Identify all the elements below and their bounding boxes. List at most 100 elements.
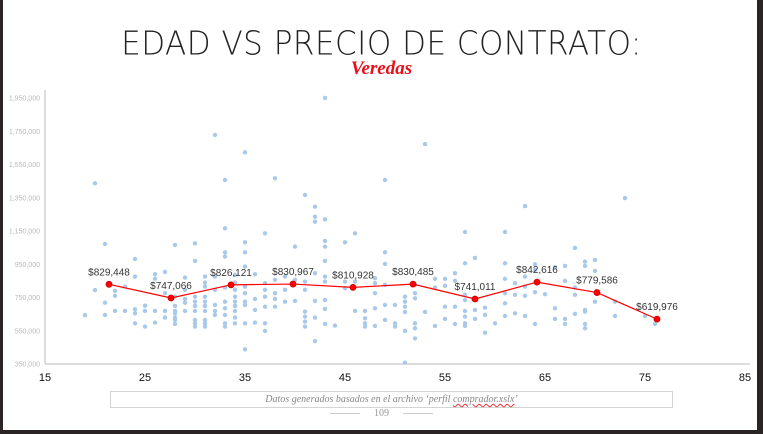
scatter-point	[132, 311, 138, 316]
scatter-point	[362, 308, 368, 314]
scatter-point	[402, 360, 408, 365]
data-label: $779,586	[576, 276, 618, 287]
scatter-point	[202, 321, 208, 326]
y-tick-label: 1,950,000	[9, 96, 40, 103]
caption-suffix: ’	[514, 394, 518, 405]
y-tick-label: 1,750,000	[9, 129, 40, 136]
chart-title: EDAD VS PRECIO DE CONTRATO:	[0, 25, 763, 63]
scatter-point	[242, 250, 248, 255]
scatter-point	[472, 255, 478, 261]
data-label: $829,448	[88, 267, 130, 278]
data-label: $830,967	[272, 267, 314, 278]
scatter-point	[192, 241, 198, 246]
scatter-point	[462, 297, 468, 303]
window-border-right	[757, 0, 763, 434]
scatter-point	[242, 302, 248, 308]
scatter-point	[152, 272, 158, 277]
scatter-point	[512, 281, 518, 286]
average-point	[593, 289, 601, 296]
scatter-point	[202, 299, 208, 304]
scatter-point	[242, 290, 248, 296]
scatter-point	[292, 298, 298, 304]
scatter-point	[232, 321, 238, 326]
caption-filename: comprador.xslx	[452, 394, 515, 405]
scatter-point	[182, 300, 188, 305]
scatter-point	[82, 312, 88, 318]
scatter-point	[442, 304, 448, 309]
scatter-point	[182, 275, 188, 280]
scatter-point	[462, 314, 468, 319]
scatter-point	[292, 244, 298, 249]
scatter-point	[432, 323, 438, 329]
scatter-point	[112, 308, 118, 314]
scatter-point	[232, 299, 238, 304]
scatter-point	[572, 245, 578, 251]
scatter-point	[452, 304, 458, 309]
scatter-point	[122, 308, 128, 314]
scatter-point	[312, 219, 318, 224]
scatter-point	[192, 308, 198, 314]
scatter-point	[312, 214, 318, 219]
scatter-point	[502, 301, 508, 306]
scatter-point	[232, 294, 238, 299]
scatter-point	[192, 324, 198, 329]
caption-text: Datos generados basados en el archivo ‘p…	[265, 394, 453, 405]
scatter-point	[532, 289, 538, 295]
scatter-point	[212, 274, 218, 279]
scatter-point	[502, 290, 508, 296]
window-border-bottom	[0, 430, 763, 434]
scatter-point	[212, 308, 218, 314]
scatter-point	[412, 290, 418, 296]
scatter-point	[322, 306, 328, 312]
scatter-point	[462, 323, 468, 329]
scatter-point	[582, 321, 588, 327]
y-tick-label: 1,550,000	[9, 162, 40, 169]
scatter-point	[222, 306, 228, 311]
scatter-point	[512, 311, 518, 316]
data-label: $830,485	[392, 267, 434, 278]
scatter-point	[442, 316, 448, 322]
scatter-point	[552, 265, 558, 270]
scatter-point	[322, 244, 328, 249]
scatter-point	[162, 269, 168, 275]
average-point	[409, 280, 417, 288]
scatter-point	[452, 278, 458, 284]
scatter-point	[412, 336, 418, 341]
scatter-point	[562, 316, 568, 322]
y-tick-label: 950,000	[15, 262, 40, 269]
scatter-point	[242, 264, 248, 269]
scatter-point	[352, 279, 358, 284]
caption-box: Datos generados basados en el archivo ‘p…	[110, 391, 673, 408]
scatter-point	[302, 192, 308, 198]
scatter-point	[592, 268, 598, 274]
scatter-point	[322, 238, 328, 244]
window-border-left	[0, 0, 3, 434]
scatter-point	[212, 302, 218, 308]
scatter-point	[202, 303, 208, 309]
scatter-point	[522, 203, 528, 209]
scatter-point	[392, 324, 398, 329]
scatter-point	[462, 229, 468, 235]
scatter-point	[202, 317, 208, 323]
scatter-point	[162, 315, 168, 320]
scatter-point	[502, 276, 508, 282]
scatter-point	[612, 313, 618, 319]
scatter-point	[252, 320, 258, 325]
scatter-point	[402, 294, 408, 299]
scatter-point	[472, 307, 478, 313]
average-line	[108, 281, 658, 320]
scatter-point	[272, 296, 278, 302]
scatter-point	[132, 256, 138, 262]
scatter-point	[192, 294, 198, 299]
scatter-point	[482, 330, 488, 335]
y-tick-label: 750,000	[15, 295, 40, 302]
scatter-point	[402, 328, 408, 334]
scatter-point	[262, 294, 268, 299]
page-number-text: 109	[374, 408, 389, 419]
x-tick-label: 45	[339, 372, 351, 384]
x-tick-label: 85	[739, 372, 751, 384]
data-label: $741,011	[455, 282, 496, 293]
scatter-point	[302, 319, 308, 324]
scatter-point	[622, 195, 628, 201]
scatter-point	[302, 309, 308, 314]
